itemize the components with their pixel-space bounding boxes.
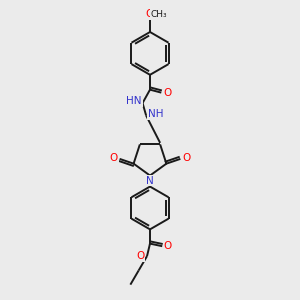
- Text: O: O: [182, 153, 190, 163]
- Text: O: O: [136, 251, 145, 261]
- Text: N: N: [146, 176, 154, 186]
- Text: O: O: [164, 241, 172, 251]
- Text: HN: HN: [127, 96, 142, 106]
- Text: NH: NH: [148, 109, 164, 119]
- Text: CH₃: CH₃: [151, 10, 167, 19]
- Text: O: O: [110, 153, 118, 163]
- Text: O: O: [164, 88, 172, 98]
- Text: O: O: [146, 9, 154, 19]
